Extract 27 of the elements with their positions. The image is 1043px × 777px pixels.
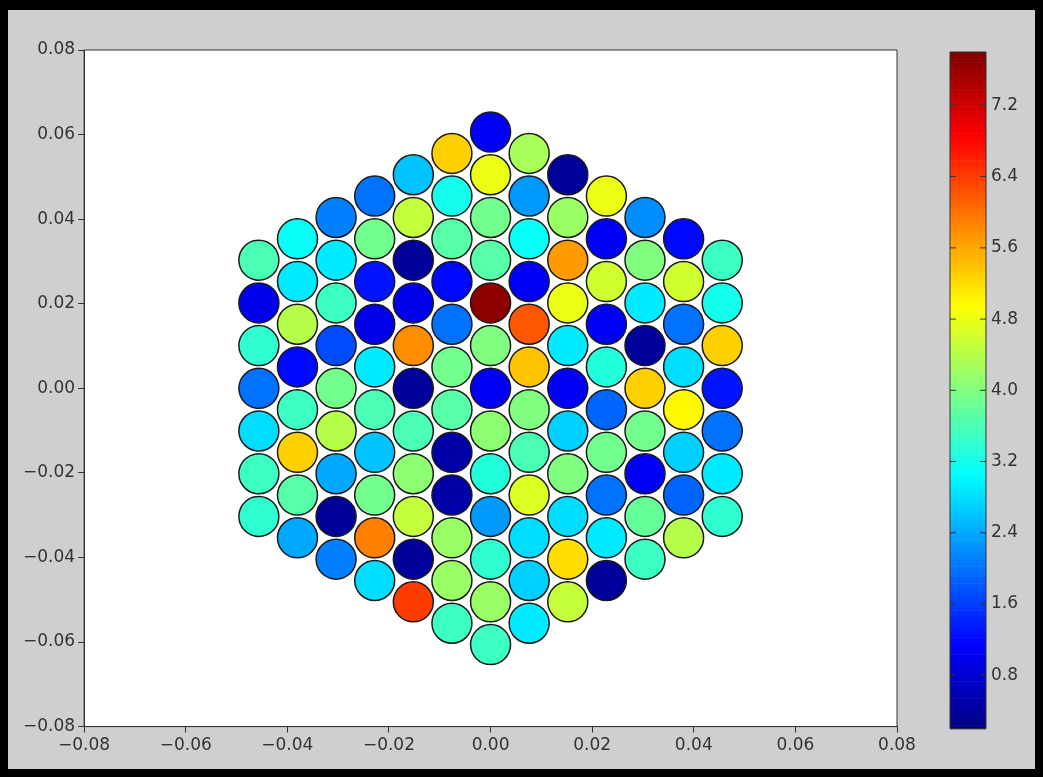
x-tick-label: 0.08 (878, 734, 916, 755)
y-tick-label: −0.06 (22, 630, 76, 651)
color-bar-label: 4.0 (991, 378, 1019, 399)
y-tick-label: 0.00 (37, 376, 76, 397)
x-tick-label: 0.02 (573, 734, 612, 755)
color-bar-label: 4.8 (991, 307, 1019, 328)
y-tick-label: −0.04 (22, 545, 76, 566)
color-bar-label: 3.2 (991, 449, 1019, 470)
color-bar-label: 2.4 (991, 521, 1019, 542)
x-tick-label: −0.06 (159, 734, 212, 755)
y-tick-label: 0.02 (37, 292, 76, 313)
x-tick-label: −0.02 (362, 734, 415, 755)
x-tick-label: −0.04 (261, 734, 314, 755)
color-bar-label: 7.2 (991, 93, 1019, 114)
x-tick-label: 0.04 (674, 734, 713, 755)
y-tick-label: 0.06 (37, 123, 76, 143)
y-tick-label: 0.04 (37, 207, 76, 228)
color-bar-label: 0.8 (991, 663, 1019, 684)
color-bar-label: 5.6 (991, 236, 1019, 257)
color-bar-label: 6.4 (991, 165, 1019, 186)
x-tick-label: −0.08 (58, 734, 111, 755)
y-tick-label: −0.08 (22, 715, 76, 736)
x-tick-label: 0.06 (776, 734, 815, 755)
y-tick-label: 0.08 (37, 38, 76, 59)
color-bar-label: 1.6 (991, 592, 1019, 613)
x-tick-label: 0.00 (471, 734, 510, 755)
y-tick-label: −0.02 (22, 461, 76, 482)
